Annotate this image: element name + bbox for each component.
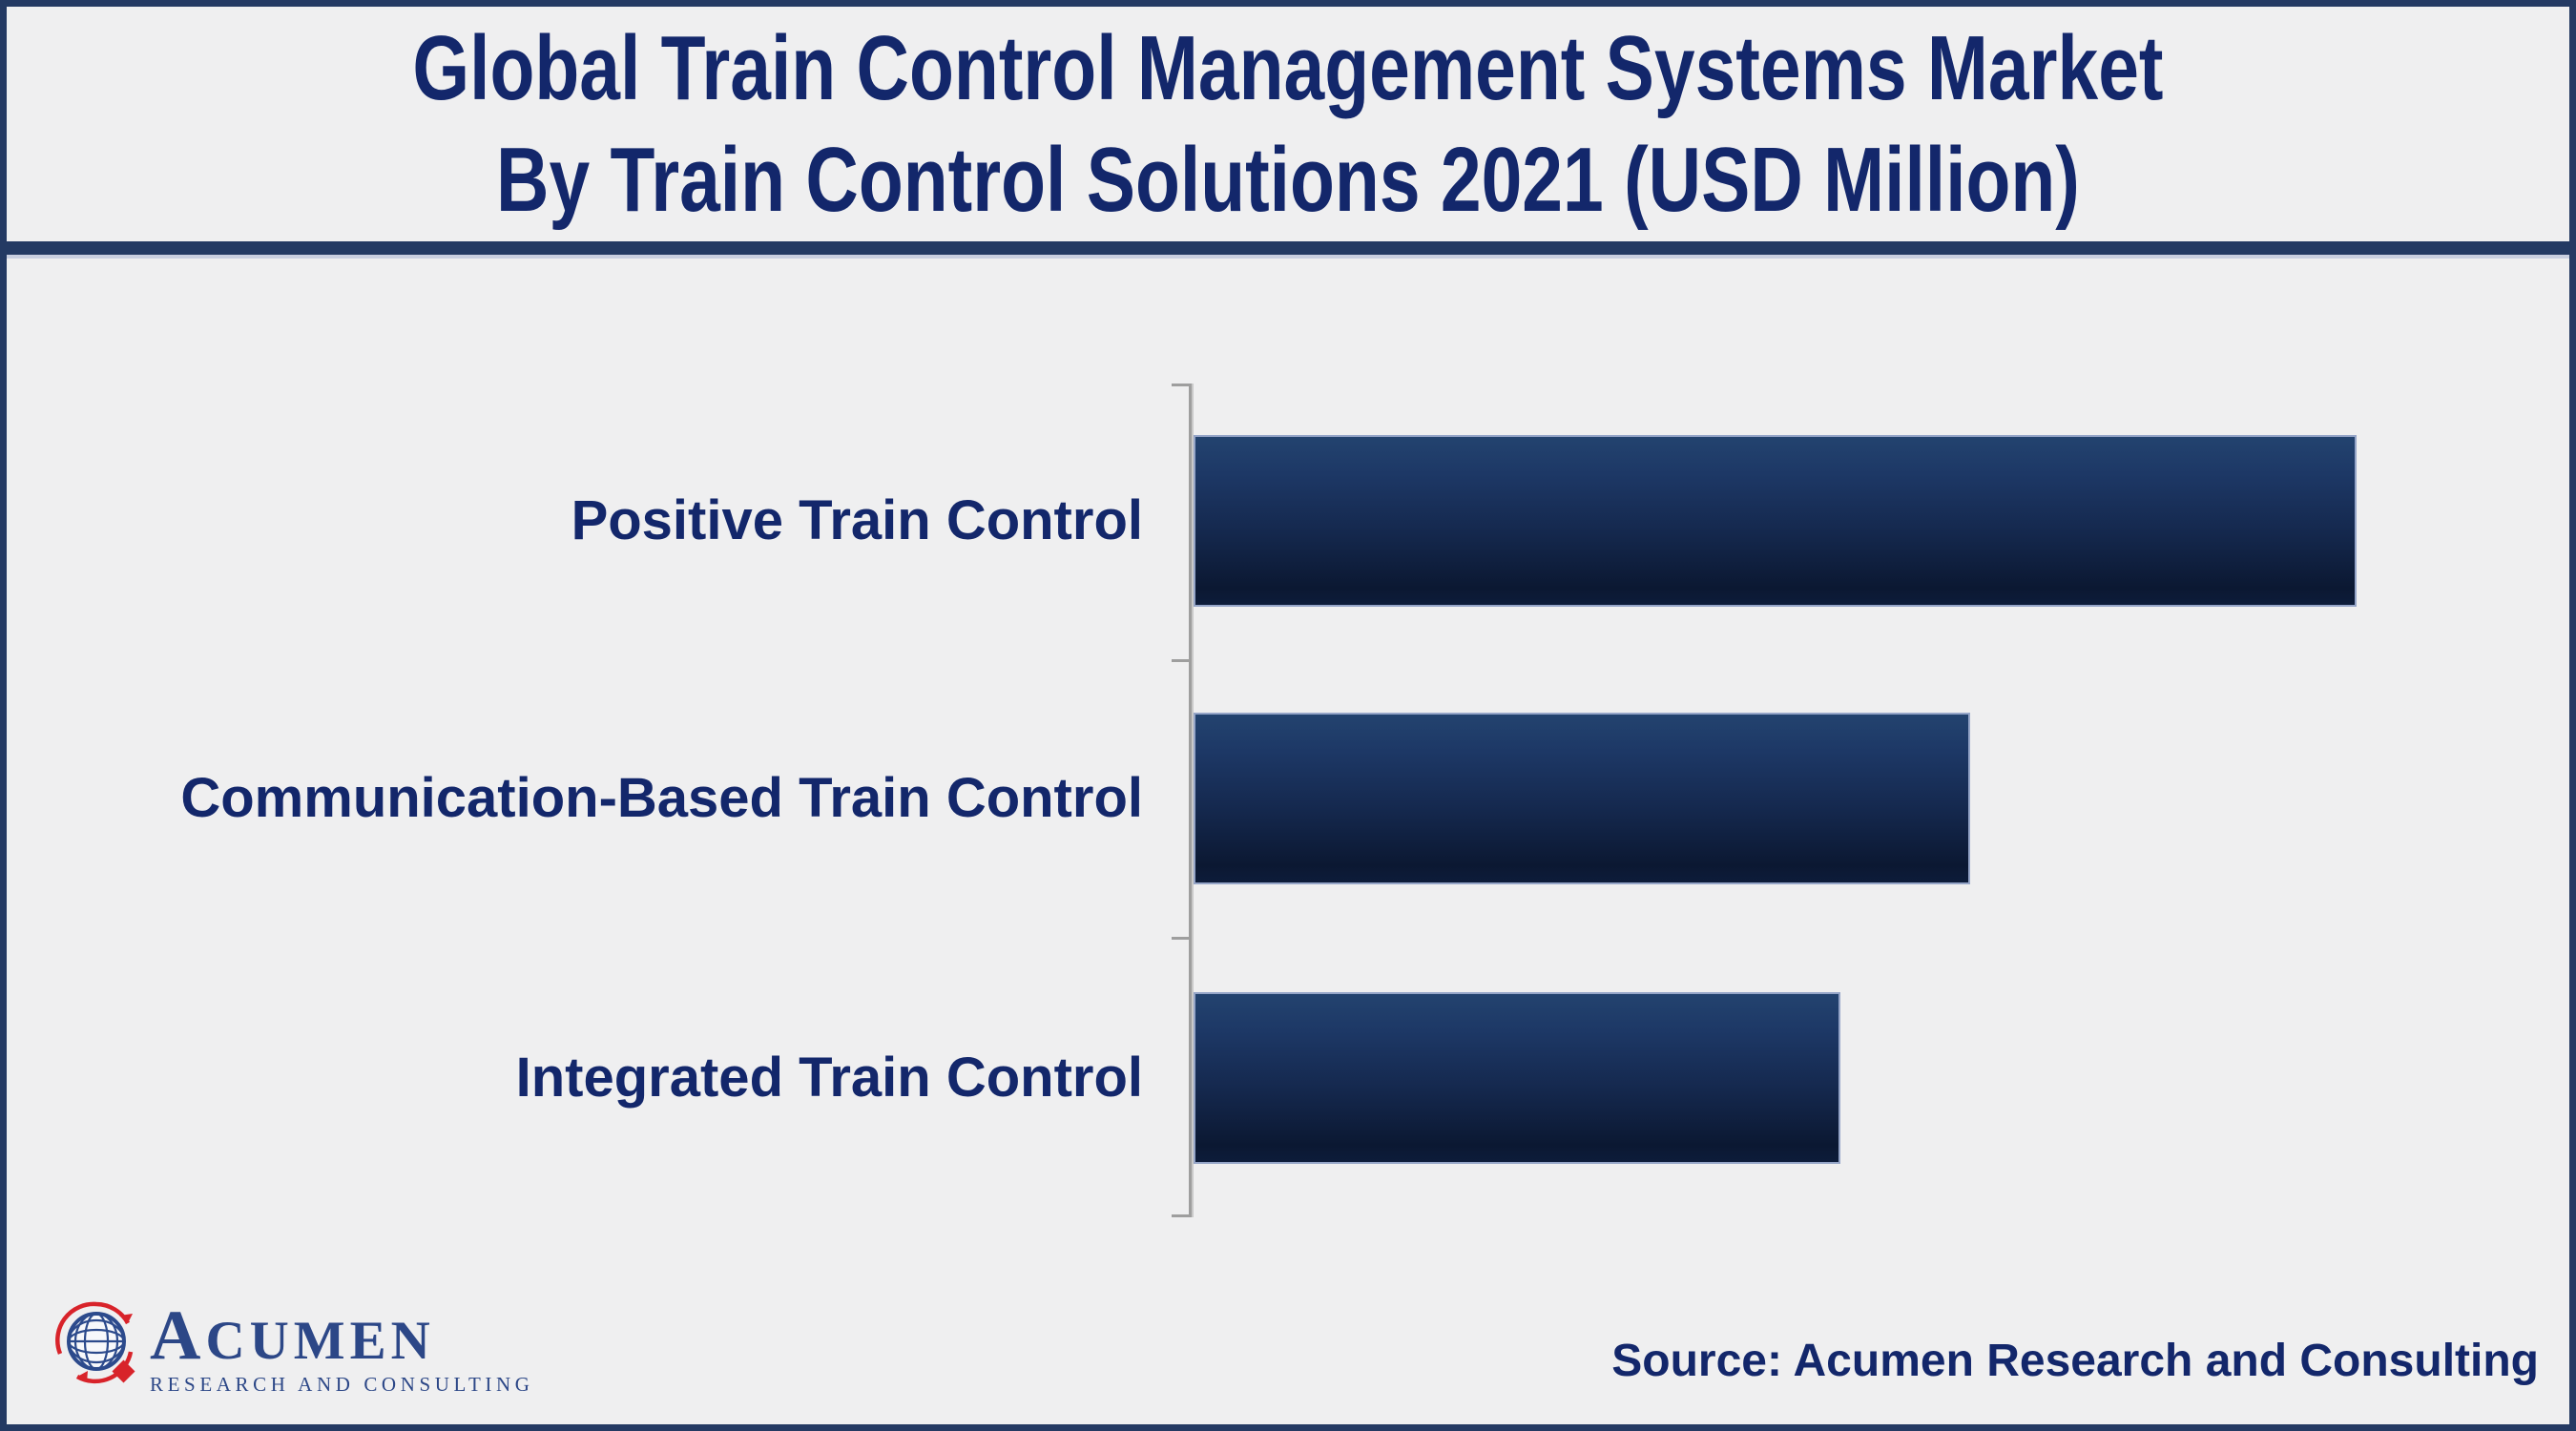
- category-label-integrated-train-control: Integrated Train Control: [515, 1047, 1143, 1109]
- source-attribution: Source: Acumen Research and Consulting: [1611, 1336, 2539, 1386]
- bar-positive-train-control: [1194, 435, 2357, 607]
- logo-tagline: RESEARCH AND CONSULTING: [150, 1373, 534, 1396]
- axis-tick: [1172, 1214, 1189, 1217]
- acumen-logo: ACUMEN RESEARCH AND CONSULTING: [49, 1293, 534, 1396]
- category-label-communication-based-train-control: Communication-Based Train Control: [180, 767, 1143, 829]
- axis-tick: [1172, 659, 1189, 662]
- chart-title: Global Train Control Management Systems …: [412, 12, 2163, 236]
- logo-name-initial: A: [150, 1296, 206, 1375]
- chart-title-line2: By Train Control Solutions 2021 (USD Mil…: [496, 129, 2080, 231]
- globe-icon: [55, 1301, 135, 1384]
- axis-tick: [1172, 937, 1189, 940]
- title-band: Global Train Control Management Systems …: [7, 7, 2569, 241]
- bar-communication-based-train-control: [1194, 713, 1970, 884]
- bar-integrated-train-control: [1194, 992, 1840, 1164]
- logo-name-rest: CUMEN: [205, 1311, 435, 1371]
- title-divider: [7, 241, 2569, 259]
- chart-title-line1: Global Train Control Management Systems …: [412, 16, 2164, 119]
- category-axis: [1189, 384, 1192, 1217]
- category-label-positive-train-control: Positive Train Control: [571, 489, 1143, 551]
- axis-tick: [1172, 384, 1189, 386]
- logo-wordmark: ACUMEN RESEARCH AND CONSULTING: [150, 1293, 534, 1397]
- logo-name: ACUMEN: [150, 1300, 534, 1371]
